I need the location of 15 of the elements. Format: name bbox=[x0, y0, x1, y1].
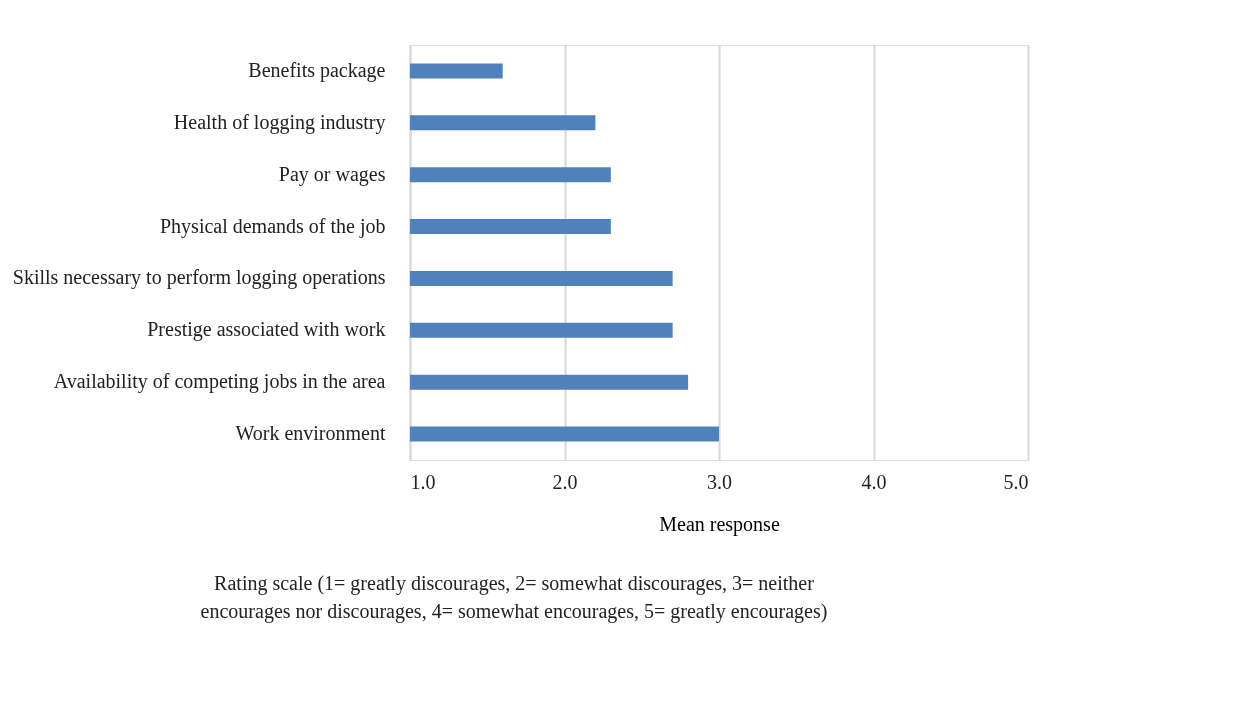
y-tick-label: Benefits package bbox=[248, 58, 386, 82]
y-tick-label: Availability of competing jobs in the area bbox=[53, 370, 386, 394]
text: Rating scale (1= greatly discourages, 2= somewhat discourages, 3= neither encourages nor discourages, 4= somewhat encourages, 5= greatly encourages) bbox=[200, 572, 828, 623]
x-tick-label: 3.0 bbox=[707, 470, 732, 493]
y-tick-label: Pay or wages bbox=[278, 162, 386, 186]
y-tick-label: Physical demands of the job bbox=[159, 214, 386, 238]
x-tick-label: 1.0 bbox=[410, 470, 436, 493]
y-tick-label: Skills necessary to perform logging operations bbox=[12, 266, 386, 290]
x-tick-label: 5.0 bbox=[1003, 470, 1029, 493]
x-tick-label: 4.0 bbox=[861, 470, 887, 493]
y-tick-label: Prestige associated with work bbox=[147, 318, 386, 342]
x-tick-label: 2.0 bbox=[552, 470, 578, 493]
x-axis-title: Mean response bbox=[659, 512, 780, 536]
y-tick-label: Health of logging industry bbox=[173, 110, 386, 134]
y-tick-label: Work environment bbox=[235, 422, 386, 445]
